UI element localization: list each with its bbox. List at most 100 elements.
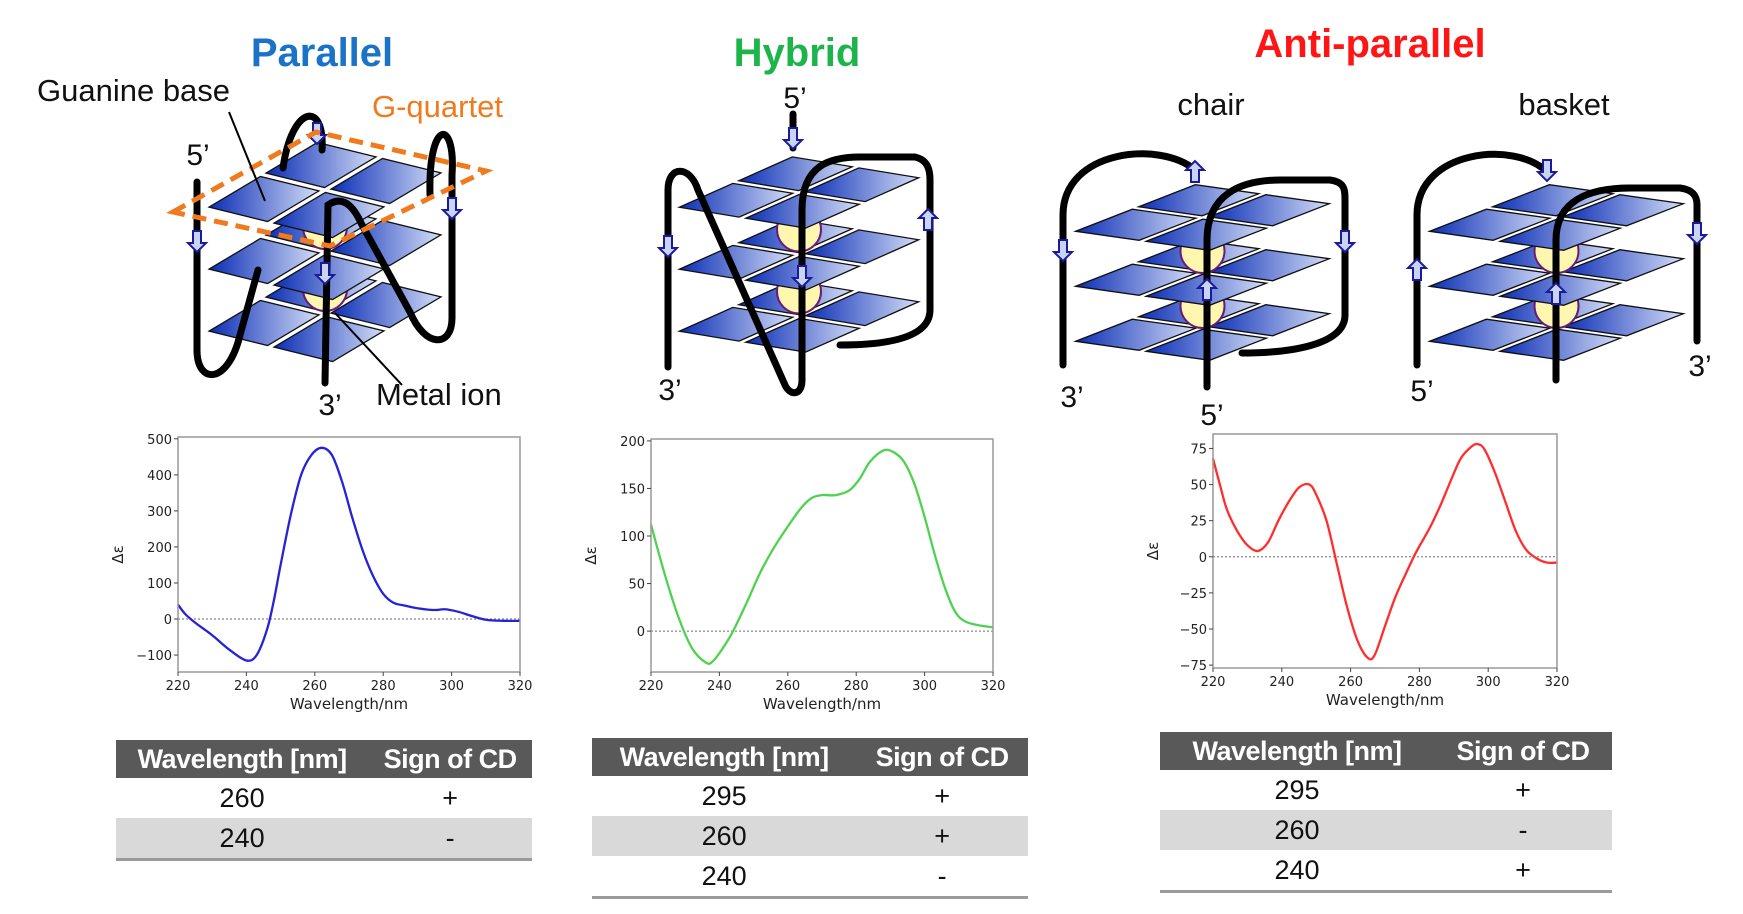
x-tick-label: 320: [981, 679, 1006, 694]
chair-5prime: 5’: [1200, 399, 1223, 432]
cd-chart-1: 220 240 260 280 300 320 0 50 100 150 200 Wavelength…: [582, 435, 1005, 713]
plot-frame: [177, 436, 521, 673]
arrow-up-icon: [1405, 257, 1429, 281]
dna-strand: [193, 178, 262, 379]
y-axis-label: Δε: [582, 546, 600, 564]
arrow-down-icon: [313, 262, 337, 286]
y-tick-label: 100: [620, 530, 645, 545]
x-axis-label: Wavelength/nm: [1326, 691, 1444, 709]
y-tick-label: 400: [147, 469, 172, 484]
x-tick-label: 280: [371, 679, 396, 694]
y-tick-label: 100: [147, 577, 172, 592]
parallel-5prime: 5’: [186, 139, 209, 172]
dna-strand: [1059, 150, 1199, 369]
chair-label: chair: [1177, 87, 1244, 122]
arrow-down-icon: [1535, 159, 1559, 183]
arrow-down-icon: [1333, 230, 1357, 254]
guanine-base-tile: [1073, 208, 1199, 241]
guanine-base-tile: [1560, 249, 1686, 282]
basket-label: basket: [1518, 87, 1610, 122]
guanine-base-label: Guanine base: [37, 73, 230, 108]
guanine-base-tile: [1427, 208, 1553, 241]
guanine-base-tile: [1427, 263, 1553, 296]
basket-5prime: 5’: [1410, 375, 1433, 408]
y-tick-label: 200: [620, 435, 645, 450]
y-axis-label: Δε: [1144, 542, 1162, 560]
g-quartet-layer: [1427, 184, 1686, 251]
arrow-down-icon: [790, 265, 814, 289]
guanine-base-tile: [329, 157, 443, 205]
dna-strand: [1203, 176, 1349, 391]
table-cell: +: [442, 782, 458, 813]
g-quartet-outline: [166, 129, 494, 249]
x-tick-label: 240: [707, 679, 732, 694]
dna-strand: [1552, 184, 1701, 384]
x-tick-label: 220: [639, 679, 664, 694]
x-tick-label: 280: [844, 679, 869, 694]
x-tick-label: 260: [302, 679, 327, 694]
guanine-base-tile: [1073, 318, 1199, 351]
g-quadruplex-1: [656, 110, 940, 397]
table-cell: +: [934, 780, 951, 811]
guanine-base-tile: [1560, 194, 1686, 227]
x-axis-label: Wavelength/nm: [290, 695, 408, 713]
x-tick-label: 320: [508, 679, 533, 694]
table-header: Wavelength [nm]: [116, 740, 369, 778]
cd-table-antiparallel: Wavelength [nm] Sign of CD 295 + 260- 240 +: [1160, 732, 1612, 893]
cd-table-parallel: Wavelength [nm] Sign of CD 260 + 240-: [116, 740, 532, 861]
hybrid-5prime: 5’: [783, 82, 806, 115]
y-tick-label: −50: [1180, 623, 1207, 638]
guanine-base-tile: [803, 167, 921, 203]
table-row: 240 +: [1160, 850, 1612, 892]
x-tick-label: 280: [1407, 675, 1432, 690]
y-tick-label: 50: [628, 578, 645, 593]
x-tick-label: 260: [775, 679, 800, 694]
x-tick-label: 300: [439, 679, 464, 694]
arrow-up-icon: [1544, 281, 1568, 305]
guanine-base-tile: [207, 237, 321, 285]
x-tick-label: 240: [234, 679, 259, 694]
guanine-base-tile: [803, 229, 921, 265]
g-quadruplex-2: [1051, 150, 1357, 391]
table-row: 240-: [116, 818, 532, 860]
y-tick-label: 50: [1190, 479, 1207, 494]
y-axis-label: Δε: [109, 545, 127, 563]
y-tick-label: 0: [1199, 551, 1207, 566]
arrow-down-icon: [440, 197, 464, 221]
table-cell: 240: [116, 818, 369, 860]
table-header: Wavelength [nm]: [592, 738, 857, 776]
guanine-base-tile: [1206, 194, 1332, 227]
guanine-base-tile: [1497, 218, 1623, 251]
table-cell: 240: [701, 860, 747, 891]
g-quartet-label: G-quartet: [372, 89, 503, 124]
x-tick-label: 220: [1201, 675, 1226, 690]
cd-chart-2: 220 240 260 280 300 320 −75 −50 −25 0 25 50 75 Wavele…: [1144, 433, 1569, 709]
g-quadruplex-diagrams: [166, 110, 1709, 397]
dna-strand: [321, 130, 456, 387]
table-header: Sign of CD: [856, 738, 1028, 776]
parallel-title: Parallel: [251, 31, 393, 75]
chair-3prime: 3’: [1060, 381, 1083, 414]
guanine-base-tile: [1206, 304, 1332, 337]
guanine-base-tile: [329, 281, 443, 329]
x-tick-label: 220: [166, 679, 191, 694]
table-cell: -: [1433, 810, 1612, 850]
metal-ion-label: Metal ion: [376, 377, 502, 412]
table-row: 240-: [592, 856, 1028, 898]
table-cell: +: [1515, 774, 1531, 805]
arrow-up-icon: [1195, 277, 1219, 301]
x-tick-label: 260: [1338, 675, 1363, 690]
guanine-base-tile: [677, 244, 795, 280]
guanine-base-tile: [1497, 328, 1623, 361]
table-cell: 260: [1160, 810, 1434, 850]
hybrid-3prime: 3’: [658, 374, 681, 407]
dna-strand: [664, 153, 934, 397]
cd-spectrum-line: [649, 448, 994, 665]
y-tick-label: 75: [1190, 442, 1207, 457]
x-tick-label: 300: [912, 679, 937, 694]
cd-spectra-charts: 220 240 260 280 300 320−1000100200300400500Wa…: [109, 433, 1569, 713]
guanine-base-tile: [1427, 318, 1553, 351]
g-quadruplex-3: [1405, 150, 1709, 384]
y-tick-label: 200: [147, 541, 172, 556]
